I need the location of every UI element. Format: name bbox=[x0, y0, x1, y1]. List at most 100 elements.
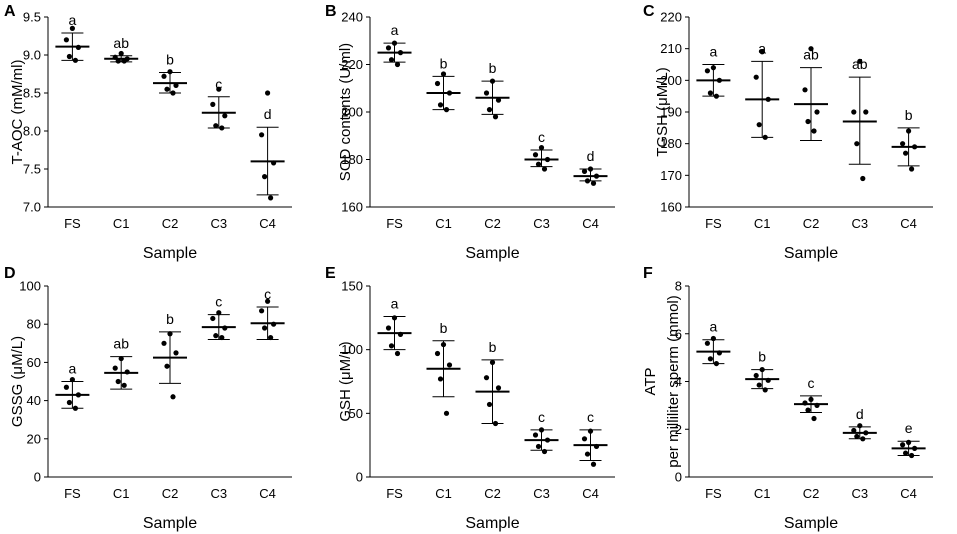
data-point bbox=[863, 109, 869, 115]
data-point bbox=[72, 57, 78, 63]
data-point bbox=[713, 360, 720, 367]
y-tick-label: 170 bbox=[660, 168, 682, 183]
data-point bbox=[489, 359, 496, 365]
data-point bbox=[495, 97, 502, 103]
y-tick-label: 200 bbox=[660, 73, 682, 88]
x-tick-label: FS bbox=[64, 216, 81, 231]
data-point bbox=[851, 427, 857, 434]
x-axis-label: Sample bbox=[784, 515, 838, 532]
significance-label: b bbox=[166, 311, 174, 327]
significance-label: a bbox=[69, 12, 77, 28]
y-tick-label: 0 bbox=[675, 470, 682, 485]
significance-label: a bbox=[391, 22, 399, 38]
significance-label: b bbox=[440, 320, 448, 336]
data-point bbox=[397, 331, 404, 337]
y-axis-label: GSSG (μM/L) bbox=[9, 336, 26, 427]
data-point bbox=[440, 341, 447, 348]
data-point bbox=[587, 428, 594, 434]
data-point bbox=[753, 74, 759, 80]
y-tick-label: 50 bbox=[349, 406, 363, 421]
data-point bbox=[716, 77, 723, 83]
data-point bbox=[268, 195, 274, 201]
significance-label: d bbox=[856, 406, 864, 422]
significance-label: c bbox=[215, 76, 222, 92]
data-point bbox=[541, 448, 548, 455]
x-axis-label: Sample bbox=[465, 515, 519, 532]
y-axis-label: TGSH (μM/L) bbox=[654, 67, 671, 156]
data-point bbox=[492, 420, 499, 427]
y-tick-label: 2 bbox=[675, 422, 682, 437]
data-point bbox=[802, 400, 808, 406]
data-point bbox=[385, 45, 392, 51]
x-tick-label: C4 bbox=[900, 486, 917, 501]
data-point bbox=[271, 321, 277, 327]
data-point bbox=[219, 334, 225, 341]
data-point bbox=[900, 141, 906, 147]
x-tick-label: FS bbox=[64, 486, 81, 501]
x-tick-label: C3 bbox=[851, 216, 868, 231]
y-tick-label: 8.5 bbox=[23, 86, 41, 101]
data-point bbox=[118, 355, 124, 362]
x-tick-label: C2 bbox=[803, 216, 820, 231]
significance-label: ab bbox=[803, 47, 819, 63]
data-point bbox=[805, 407, 811, 413]
panel-B: B 160 180 200 220 240 SOD contents (U/ml) Sampl… bbox=[325, 3, 615, 262]
data-point bbox=[900, 442, 906, 448]
x-tick-label: FS bbox=[386, 486, 403, 501]
x-tick-label: C3 bbox=[533, 216, 550, 231]
data-point bbox=[802, 87, 808, 93]
data-point bbox=[164, 86, 170, 92]
data-point bbox=[161, 73, 167, 79]
x-tick-label: C4 bbox=[582, 486, 599, 501]
data-point bbox=[75, 392, 81, 398]
data-point bbox=[268, 334, 274, 341]
data-point bbox=[437, 102, 444, 108]
x-tick-label: C1 bbox=[113, 486, 130, 501]
data-point bbox=[486, 107, 493, 113]
data-point bbox=[854, 141, 860, 147]
data-point bbox=[112, 54, 118, 60]
significance-label: a bbox=[391, 296, 399, 312]
y-tick-label: 100 bbox=[341, 342, 363, 357]
x-tick-label: C1 bbox=[435, 216, 452, 231]
x-tick-label: FS bbox=[705, 216, 722, 231]
data-point bbox=[704, 340, 711, 346]
y-tick-label: 0 bbox=[34, 470, 41, 485]
y-axis-label: T-AOC (mM/ml) bbox=[9, 60, 26, 165]
x-tick-label: C4 bbox=[582, 216, 599, 231]
y-tick-label: 180 bbox=[660, 136, 682, 151]
significance-label: a bbox=[69, 361, 77, 377]
panel-label: A bbox=[4, 3, 16, 20]
data-point bbox=[584, 178, 591, 184]
panel-label: E bbox=[325, 265, 336, 282]
x-tick-label: C1 bbox=[435, 486, 452, 501]
data-point bbox=[440, 71, 447, 77]
significance-label: c bbox=[808, 375, 815, 391]
data-point bbox=[808, 46, 814, 52]
data-point bbox=[753, 372, 759, 379]
data-point bbox=[210, 315, 216, 322]
data-point bbox=[756, 122, 762, 128]
significance-label: b bbox=[166, 51, 174, 67]
x-axis-label: Sample bbox=[784, 245, 838, 262]
y-tick-label: 180 bbox=[341, 152, 363, 167]
x-tick-label: C2 bbox=[162, 216, 179, 231]
data-point bbox=[124, 369, 130, 375]
data-point bbox=[394, 61, 401, 68]
significance-label: ab bbox=[852, 56, 868, 72]
data-point bbox=[912, 445, 918, 451]
x-axis-label: Sample bbox=[143, 515, 197, 532]
data-point bbox=[756, 382, 762, 388]
significance-label: b bbox=[489, 339, 497, 355]
data-point bbox=[538, 427, 545, 433]
x-tick-label: C3 bbox=[533, 486, 550, 501]
y-tick-label: 160 bbox=[341, 200, 363, 215]
panel-F: F 0 2 4 6 8 ATP per milliliter sperm (mmol) Samp… bbox=[642, 265, 933, 532]
data-point bbox=[222, 325, 228, 331]
data-point bbox=[385, 325, 392, 331]
data-point bbox=[483, 90, 490, 96]
data-point bbox=[713, 93, 720, 99]
panel-label: B bbox=[325, 3, 337, 20]
data-point bbox=[716, 350, 723, 356]
data-point bbox=[909, 166, 915, 172]
